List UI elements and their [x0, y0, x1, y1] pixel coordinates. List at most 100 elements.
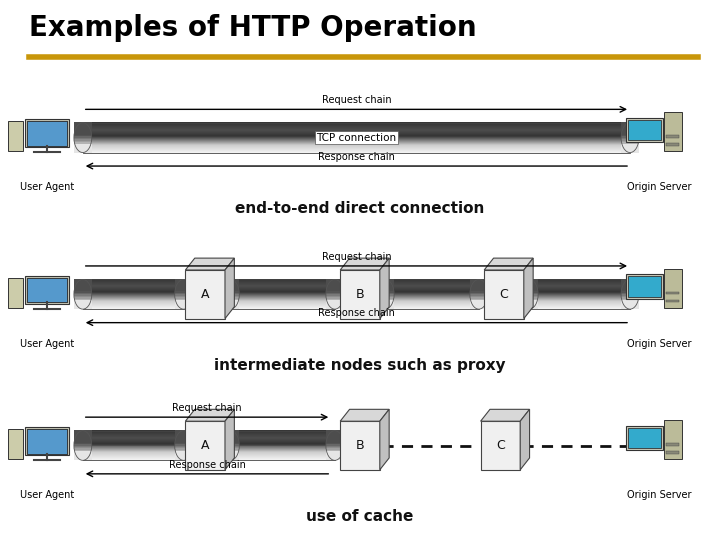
Bar: [83, 149, 630, 151]
Bar: [74, 433, 91, 435]
Bar: [74, 295, 91, 297]
Bar: [83, 305, 184, 306]
Bar: [83, 302, 184, 304]
Text: User Agent: User Agent: [19, 339, 74, 349]
Bar: [83, 290, 184, 292]
Bar: [83, 446, 184, 448]
Bar: [74, 304, 91, 306]
Bar: [83, 150, 630, 152]
Bar: [385, 281, 479, 282]
Bar: [222, 458, 239, 460]
Polygon shape: [185, 258, 235, 270]
Polygon shape: [380, 409, 389, 470]
Bar: [74, 145, 91, 146]
Bar: [470, 301, 487, 303]
Bar: [83, 292, 184, 293]
Bar: [621, 306, 639, 308]
Bar: [529, 291, 630, 292]
Bar: [83, 136, 630, 138]
Bar: [230, 449, 335, 450]
Bar: [326, 458, 343, 460]
Bar: [74, 431, 91, 434]
Bar: [83, 279, 184, 280]
Bar: [621, 141, 639, 144]
Bar: [529, 285, 630, 286]
Bar: [83, 133, 630, 134]
Bar: [628, 120, 661, 140]
Bar: [621, 131, 639, 133]
Polygon shape: [523, 258, 533, 319]
Bar: [83, 280, 184, 309]
Bar: [230, 302, 335, 304]
Polygon shape: [520, 409, 529, 470]
Bar: [621, 297, 639, 299]
Bar: [222, 443, 239, 446]
Bar: [385, 294, 479, 295]
Bar: [385, 285, 479, 286]
Bar: [83, 432, 184, 434]
Bar: [74, 302, 91, 305]
Bar: [74, 124, 91, 126]
Bar: [665, 112, 683, 151]
Bar: [521, 304, 538, 306]
Bar: [326, 289, 343, 292]
Bar: [621, 288, 639, 290]
Bar: [175, 295, 192, 297]
Bar: [83, 300, 184, 301]
Bar: [529, 287, 630, 288]
Bar: [175, 300, 192, 302]
Bar: [340, 270, 380, 319]
Bar: [621, 124, 639, 126]
Bar: [377, 306, 394, 308]
Bar: [83, 450, 184, 451]
Bar: [175, 442, 192, 444]
Bar: [175, 294, 192, 296]
Bar: [385, 305, 479, 306]
Text: Request chain: Request chain: [322, 95, 391, 105]
Bar: [74, 442, 91, 444]
Bar: [621, 282, 639, 284]
Bar: [175, 458, 192, 460]
Text: Examples of HTTP Operation: Examples of HTTP Operation: [29, 14, 477, 42]
Bar: [175, 441, 192, 443]
Bar: [230, 280, 335, 309]
Bar: [621, 279, 639, 281]
Bar: [222, 280, 239, 282]
Bar: [83, 289, 184, 291]
Bar: [385, 286, 479, 287]
Bar: [230, 436, 335, 437]
Bar: [74, 143, 91, 145]
Bar: [230, 432, 335, 434]
Bar: [74, 282, 91, 284]
Bar: [83, 142, 630, 144]
Bar: [230, 442, 335, 443]
Bar: [230, 296, 335, 297]
Bar: [230, 298, 335, 299]
Text: C: C: [496, 439, 505, 452]
Bar: [175, 454, 192, 456]
Bar: [8, 429, 23, 459]
Bar: [626, 426, 663, 450]
Bar: [83, 458, 184, 460]
Bar: [83, 443, 184, 444]
Bar: [175, 447, 192, 448]
Bar: [230, 287, 335, 288]
Bar: [222, 298, 239, 300]
Bar: [521, 286, 538, 288]
Bar: [83, 122, 630, 124]
Bar: [529, 294, 630, 295]
Bar: [621, 136, 639, 138]
Bar: [628, 276, 661, 297]
Bar: [326, 439, 343, 441]
Bar: [230, 290, 335, 292]
Bar: [74, 125, 91, 127]
Bar: [667, 292, 679, 294]
Bar: [175, 301, 192, 303]
Bar: [175, 433, 192, 435]
Bar: [83, 135, 630, 137]
Bar: [83, 124, 630, 126]
Bar: [377, 307, 394, 309]
Bar: [74, 147, 91, 150]
Bar: [230, 438, 335, 440]
Bar: [83, 281, 184, 282]
